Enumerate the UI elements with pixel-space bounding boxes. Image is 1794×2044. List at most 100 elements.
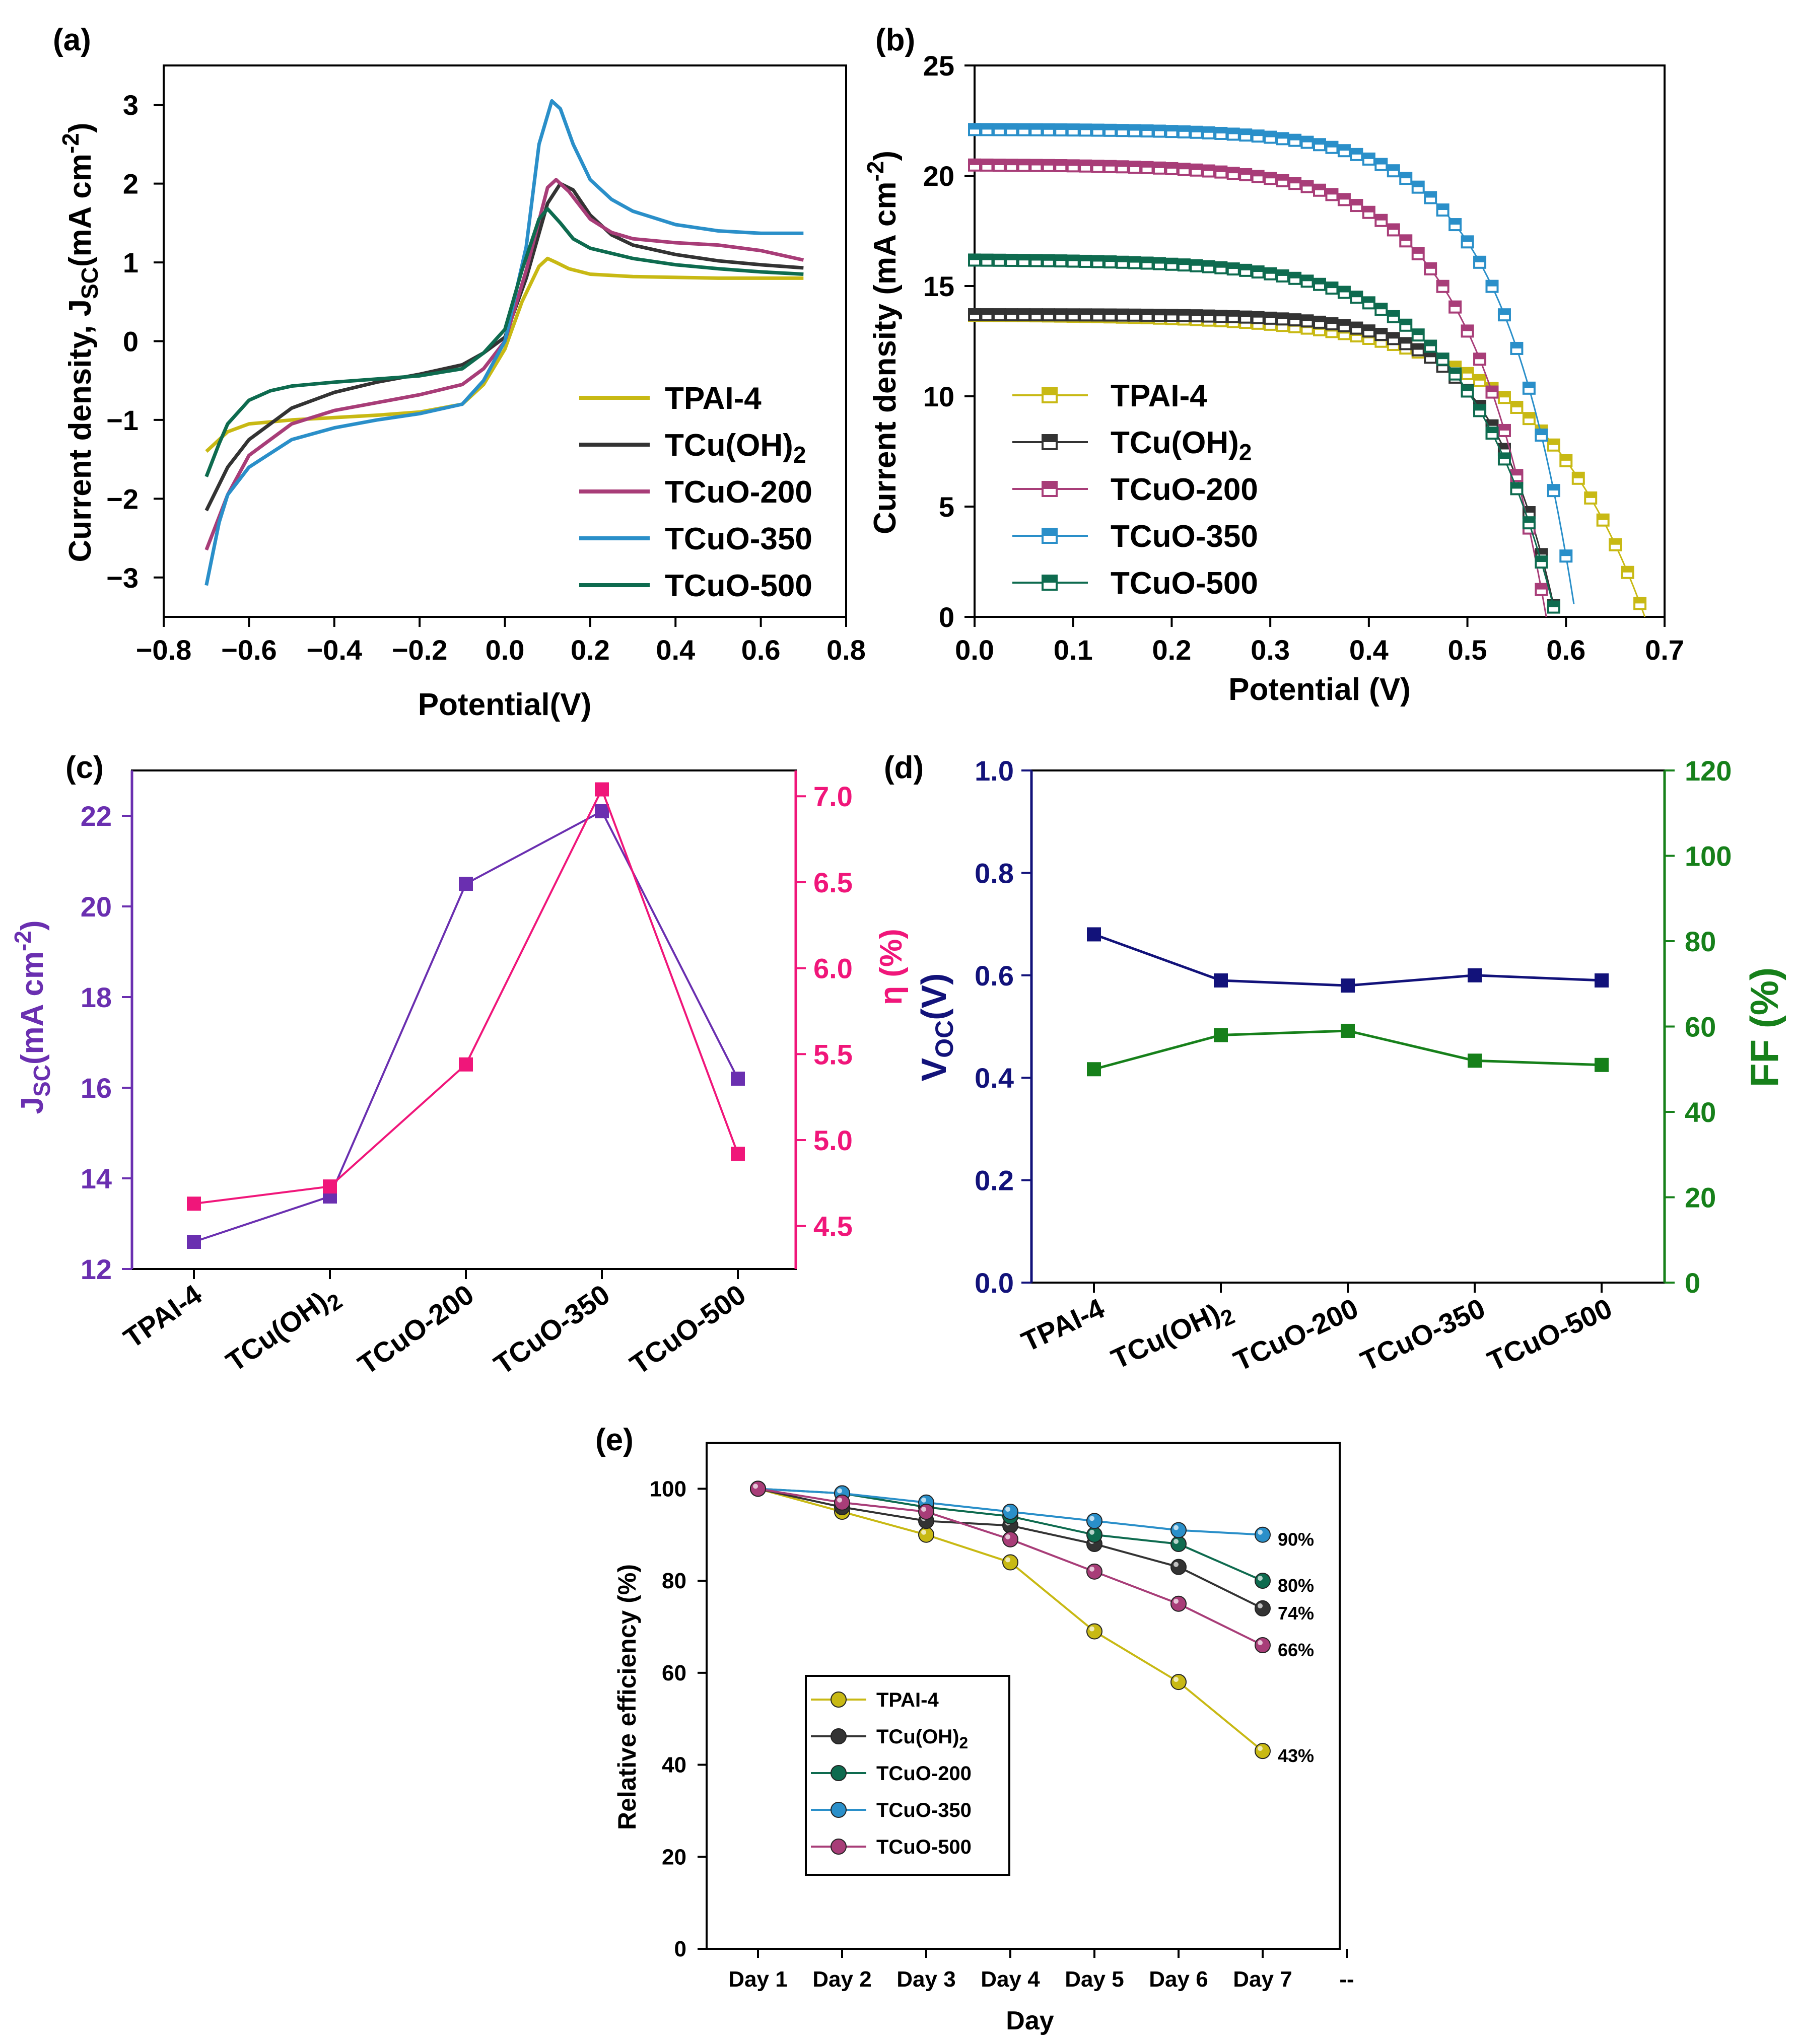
panel-e-legend-label: TCu(OH)2 <box>876 1726 968 1752</box>
panel-d-xtick-label: TPAI-4 <box>1016 1292 1109 1358</box>
panel-e-marker-highlight <box>837 1488 842 1494</box>
panel-e-marker-highlight <box>1005 1534 1010 1539</box>
panel-e-marker-highlight <box>921 1497 926 1503</box>
panel-d-marker <box>1341 978 1355 993</box>
panel-b-marker-fill <box>1351 292 1362 298</box>
panel-b-marker-fill <box>981 309 993 315</box>
panel-a-ytick-label: 3 <box>123 89 139 121</box>
panel-b-marker-fill <box>1067 124 1079 130</box>
panel-b-marker-fill <box>1043 255 1054 261</box>
panel-e-marker-highlight <box>1258 1640 1263 1645</box>
panel-b-marker-fill <box>1375 159 1387 165</box>
panel-e-marker <box>1086 1513 1102 1529</box>
panel-b-xlabel: Potential (V) <box>1228 672 1411 707</box>
panel-e-legend-label: TCuO-200 <box>876 1763 972 1785</box>
panel-d-y2tick-label: 120 <box>1685 755 1732 787</box>
panel-e-ylabel: Relative efficiency (%) <box>613 1564 641 1830</box>
panel-e-marker <box>1170 1674 1187 1690</box>
panel-c-y2tick-label: 5.5 <box>813 1038 853 1070</box>
panel-b-marker-fill <box>1351 149 1362 155</box>
panel-e: (e) 0 20 40 60 80 100 Day 1 Day 2 Day 3 Day 4 Day … <box>595 1423 1354 2035</box>
panel-b-marker-fill <box>1191 260 1202 266</box>
panel-b-series-line <box>974 128 1575 604</box>
panel-e-marker <box>1002 1554 1018 1571</box>
panel-b-marker-fill <box>1412 248 1424 254</box>
panel-b-marker-fill <box>1425 192 1436 198</box>
panel-e-marker <box>834 1494 850 1511</box>
panel-b-marker-fill <box>1326 283 1338 289</box>
panel-b-marker-fill <box>1301 181 1313 187</box>
panel-a-xtick-label: −0.6 <box>221 634 277 666</box>
panel-d-marker <box>1341 1023 1355 1038</box>
panel-e-marker <box>1170 1536 1187 1552</box>
panel-b-label: (b) <box>875 23 915 57</box>
panel-b-marker-fill <box>1105 256 1116 262</box>
panel-b-marker-fill <box>1117 256 1128 262</box>
panel-b-marker-fill <box>1622 567 1633 573</box>
panel-b-marker-fill <box>1437 204 1448 210</box>
panel-a-legend-label: TCuO-500 <box>665 569 812 603</box>
panel-b-marker-fill <box>1388 165 1399 171</box>
panel-b-marker-fill <box>1080 255 1091 261</box>
panel-e-xlabel: Day <box>1006 2006 1054 2035</box>
panel-b-marker-fill <box>1363 325 1374 331</box>
panel-b-marker-fill <box>1092 256 1103 262</box>
panel-d-xtick-label: TCu(OH)2 <box>1107 1292 1238 1381</box>
panel-b-marker-fill <box>1030 124 1042 130</box>
panel-c-marker <box>187 1235 201 1249</box>
panel-c-marker <box>187 1196 201 1211</box>
panel-a-ytick-label: 0 <box>123 326 139 358</box>
panel-a-xtick-label: −0.4 <box>306 634 362 666</box>
panel-b-marker-fill <box>1215 311 1227 317</box>
panel-d-ytick-label: 0.2 <box>975 1165 1014 1196</box>
panel-b-marker-fill <box>1486 280 1498 287</box>
panel-b-marker-fill <box>1511 470 1523 476</box>
panel-b-marker-fill <box>1437 354 1448 360</box>
panel-c-y2tick-label: 6.0 <box>813 953 853 984</box>
panel-b-marker-fill <box>1191 164 1202 170</box>
panel-b-marker-fill <box>1043 124 1054 130</box>
panel-e-legend-marker <box>831 1839 847 1855</box>
panel-b-marker-fill <box>1265 173 1276 179</box>
panel-e-xtick-label: Day 5 <box>1065 1967 1124 1992</box>
panel-e-marker <box>1255 1573 1271 1589</box>
panel-b-marker-fill <box>1486 386 1498 392</box>
panel-b-marker-fill <box>1092 309 1103 315</box>
panel-b-series-line <box>974 314 1555 608</box>
panel-e-legend-marker <box>831 1765 847 1781</box>
panel-c-marker <box>731 1147 745 1161</box>
panel-b-ytick-label: 0 <box>939 601 954 633</box>
panel-b-marker-fill <box>1486 428 1498 434</box>
panel-b-marker-fill <box>1067 309 1079 315</box>
panel-a-legend-label: TCuO-200 <box>665 475 812 510</box>
panel-e-marker-highlight <box>921 1529 926 1535</box>
panel-e-legend-label: TPAI-4 <box>876 1689 939 1711</box>
panel-b-marker-fill <box>1215 166 1227 172</box>
panel-b-marker-fill <box>1301 275 1313 281</box>
panel-b-marker-fill <box>1486 420 1498 426</box>
panel-e-marker-highlight <box>1089 1626 1094 1632</box>
panel-a-xtick-label: 0.2 <box>571 634 610 666</box>
panel-b-marker-fill <box>1203 310 1214 316</box>
panel-c-ytick-label: 20 <box>81 891 112 923</box>
panel-b-marker-fill <box>1498 453 1510 459</box>
panel-e-marker-highlight <box>1174 1598 1179 1604</box>
panel-b-marker-fill <box>1474 405 1486 411</box>
panel-b-marker-fill <box>1067 160 1079 166</box>
panel-c-marker <box>595 804 609 818</box>
panel-c-series-line <box>193 810 739 1243</box>
panel-b-marker-fill <box>1326 318 1338 324</box>
panel-b-xtick-label: 0.3 <box>1251 634 1290 666</box>
panel-b-marker-fill <box>1252 171 1264 177</box>
panel-c-xtick-label: TCuO-200 <box>352 1278 479 1380</box>
panel-e-marker-highlight <box>1258 1529 1263 1535</box>
panel-c-marker <box>595 782 609 797</box>
panel-b-marker-fill <box>1536 549 1547 555</box>
panel-b-marker-fill <box>1240 169 1252 175</box>
panel-b-marker-fill <box>1240 264 1252 270</box>
panel-b-marker-fill <box>1400 235 1412 241</box>
panel-a: (a) −0.8 −0.6 −0.4 −0.2 0.0 0.2 0.4 0.6 0.8 −3 −2 −… <box>53 23 866 722</box>
panel-d: (d) 0.0 0.2 0.4 0.6 0.8 1.0 0 20 40 60 80 100 120 TPA… <box>884 750 1786 1380</box>
panel-b-marker-fill <box>1166 258 1178 264</box>
